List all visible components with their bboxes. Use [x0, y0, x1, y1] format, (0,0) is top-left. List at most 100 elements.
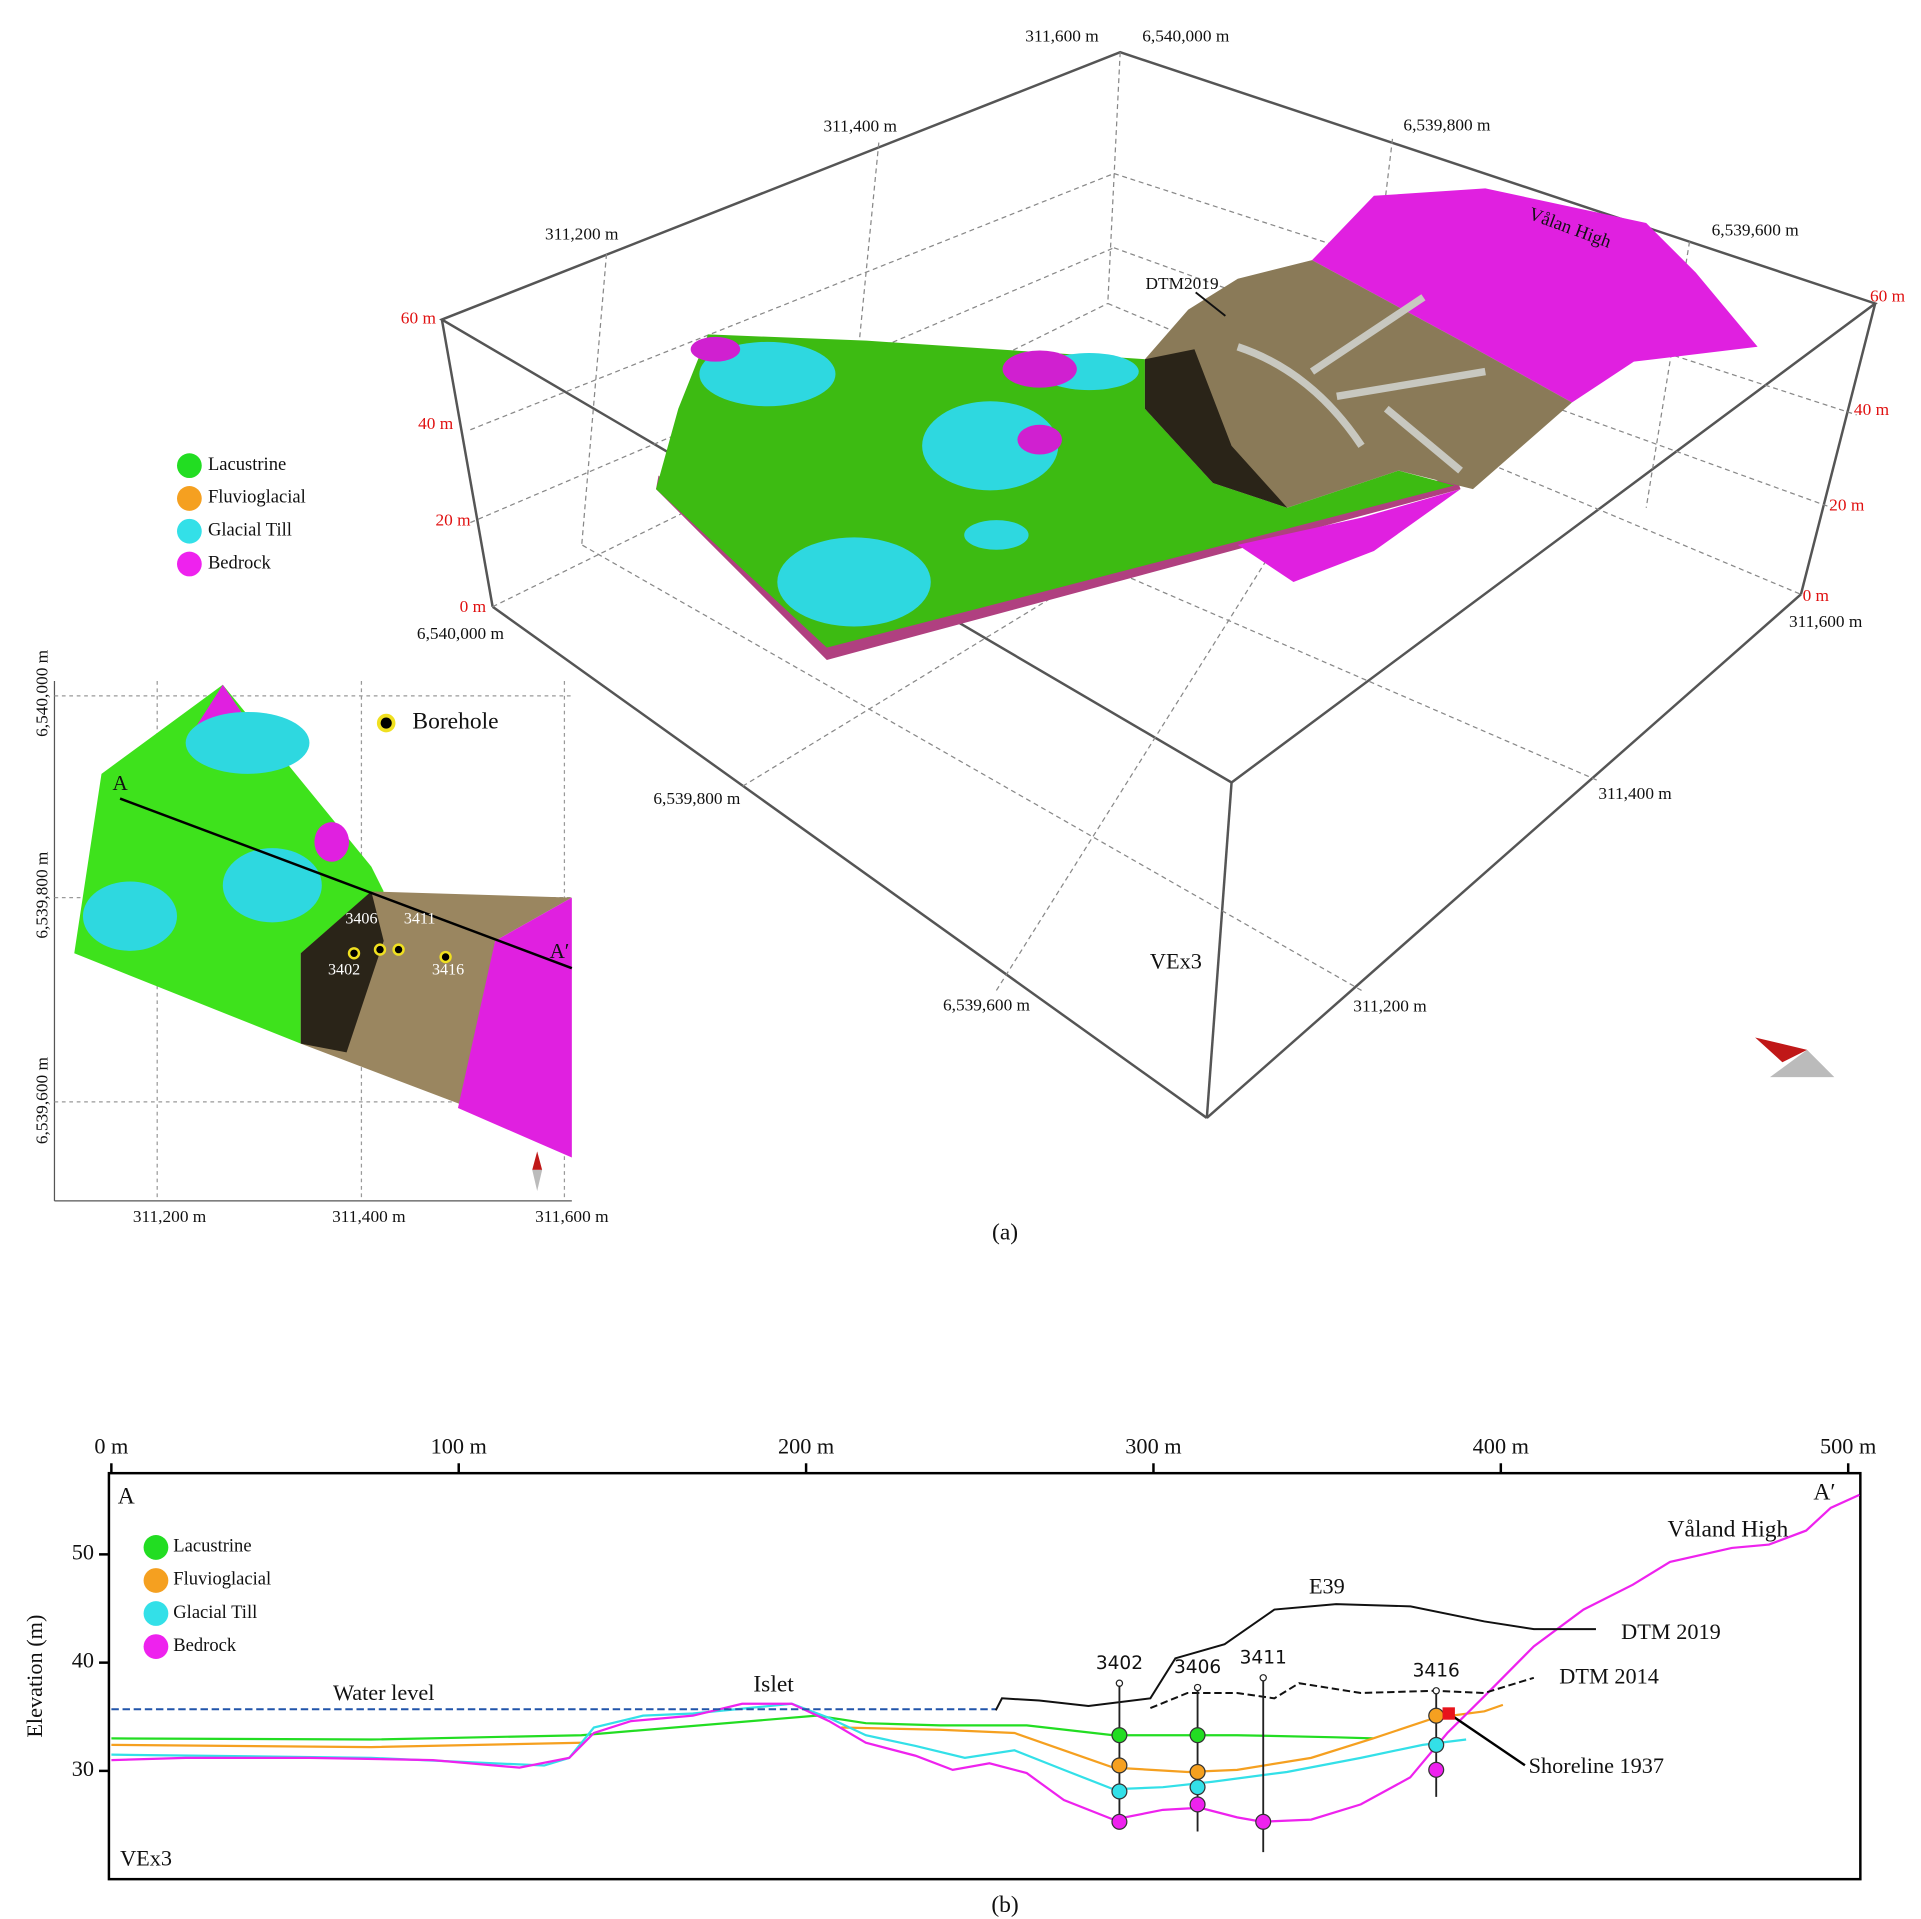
legend-label: Bedrock — [173, 1635, 237, 1656]
borehole-contact — [1111, 1783, 1128, 1800]
line-label: Water level — [333, 1680, 434, 1705]
borehole-collar — [1432, 1687, 1440, 1695]
borehole-label: 3411 — [1240, 1647, 1287, 1668]
inset-compass — [532, 1169, 543, 1191]
x-tick-label: 0 m — [94, 1434, 128, 1459]
inset-compass — [532, 1151, 543, 1170]
axis-label: 311,400 m — [332, 1207, 406, 1226]
compass-south — [1769, 1049, 1835, 1078]
surface-line — [994, 1603, 1596, 1711]
dtm-shadow — [1144, 349, 1288, 508]
surface-line — [1149, 1676, 1535, 1710]
x-tick-label: 200 m — [778, 1434, 834, 1459]
borehole-contact — [1111, 1813, 1128, 1830]
marker-label: Shoreline 1937 — [1529, 1753, 1664, 1778]
legend-swatch — [176, 551, 202, 577]
axis-label: 6,540,000 m — [1142, 26, 1230, 45]
grid-line — [492, 302, 1109, 608]
till-patch — [777, 537, 931, 627]
axis-label: 60 m — [1870, 286, 1906, 305]
axis-label: 60 m — [401, 309, 437, 328]
legend-label: Fluvioglacial — [173, 1569, 271, 1590]
x-tick-label: 300 m — [1125, 1434, 1181, 1459]
grid-line — [581, 253, 608, 545]
legend-swatch — [143, 1601, 169, 1626]
grid-line — [1107, 52, 1121, 304]
marker-leader — [1448, 1712, 1526, 1767]
inset-borehole — [439, 950, 452, 964]
inset-borehole-label: 3416 — [432, 961, 464, 978]
legend-label: Fluvioglacial — [208, 487, 306, 508]
borehole-contact — [1189, 1727, 1206, 1744]
axis-label: 40 m — [1854, 400, 1890, 419]
inset-borehole — [373, 943, 387, 956]
axis-label: Borehole — [412, 708, 498, 734]
grid-line — [470, 172, 1115, 431]
axis-label: 40 m — [418, 414, 454, 433]
inset-bedrock — [314, 822, 350, 862]
annotation: Islet — [753, 1671, 794, 1697]
inset-bedrock — [457, 897, 572, 1158]
axis-label: 311,600 m — [1789, 612, 1863, 631]
grid-line — [853, 457, 1597, 781]
block-edge — [1205, 593, 1802, 1119]
till-patch — [964, 520, 1029, 550]
y-tick-label: 30 — [72, 1756, 94, 1781]
axis-label: 6,540,000 m — [417, 624, 505, 643]
unit-line — [111, 1702, 1467, 1791]
y-tick-label: 40 — [72, 1648, 94, 1673]
axis-label: DTM2019 — [1146, 274, 1219, 293]
axis-label: 0 m — [460, 597, 487, 616]
dtm-leader — [1195, 291, 1226, 317]
annotation: E39 — [1309, 1573, 1345, 1598]
borehole-contact — [1189, 1779, 1206, 1796]
inset-lacustrine — [74, 684, 384, 1044]
till-patch — [922, 401, 1059, 491]
dtm-surface — [1144, 260, 1572, 508]
annotation: Våland High — [1668, 1517, 1789, 1543]
axis-label: 311,200 m — [545, 224, 619, 243]
legend-label: Glacial Till — [208, 520, 292, 541]
legend-borehole-symbol — [376, 713, 396, 733]
section-line — [119, 797, 573, 970]
borehole-label: 3416 — [1413, 1660, 1460, 1681]
legend-swatch — [176, 453, 202, 479]
axis-label: 6,539,800 m — [1403, 115, 1491, 134]
inset-y-label: 6,540,000 m — [32, 649, 51, 737]
legend-label: Lacustrine — [173, 1536, 251, 1557]
axis-label: 311,200 m — [133, 1207, 207, 1226]
bedrock-underside — [1237, 489, 1461, 582]
legend-swatch — [176, 486, 202, 511]
grid-line — [581, 544, 1362, 991]
x-tick-label: 400 m — [1473, 1434, 1529, 1459]
borehole-contact — [1428, 1736, 1445, 1753]
inset-borehole-label: 3406 — [345, 911, 377, 928]
inset-till — [185, 711, 310, 774]
block-frame — [439, 50, 1878, 1119]
legend-swatch — [176, 518, 202, 544]
axis-label: VEx3 — [1150, 948, 1202, 973]
line-label: DTM 2019 — [1621, 1619, 1721, 1644]
bedrock-patch — [1017, 424, 1062, 455]
block-edge — [440, 319, 494, 607]
inset-shadow — [300, 891, 384, 1053]
axis-label: 311,200 m — [1353, 997, 1427, 1016]
unit-line — [111, 1714, 1374, 1741]
legend-label: Bedrock — [208, 552, 272, 573]
inset-map — [53, 681, 573, 1202]
annotation: A′ — [1813, 1480, 1835, 1506]
borehole-label: 3402 — [1096, 1653, 1143, 1674]
caption: (b) — [991, 1892, 1018, 1918]
roads — [1236, 294, 1486, 474]
bedrock-patch — [690, 336, 741, 362]
inset-borehole — [392, 943, 405, 956]
plot-frame — [107, 1471, 1862, 1881]
axis-label: (a) — [992, 1220, 1018, 1246]
inset-borehole-label: 3411 — [404, 911, 436, 928]
y-axis-title: Elevation (m) — [22, 1615, 47, 1738]
legend-swatch — [143, 1535, 169, 1560]
legend-label: Glacial Till — [173, 1602, 257, 1623]
borehole-contact — [1111, 1727, 1128, 1744]
